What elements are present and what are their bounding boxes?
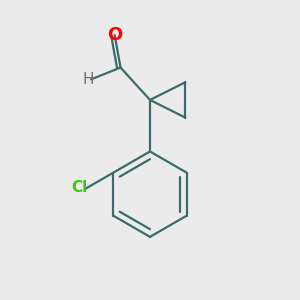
Text: Cl: Cl (71, 180, 87, 195)
Text: O: O (107, 26, 122, 44)
Text: H: H (82, 72, 94, 87)
